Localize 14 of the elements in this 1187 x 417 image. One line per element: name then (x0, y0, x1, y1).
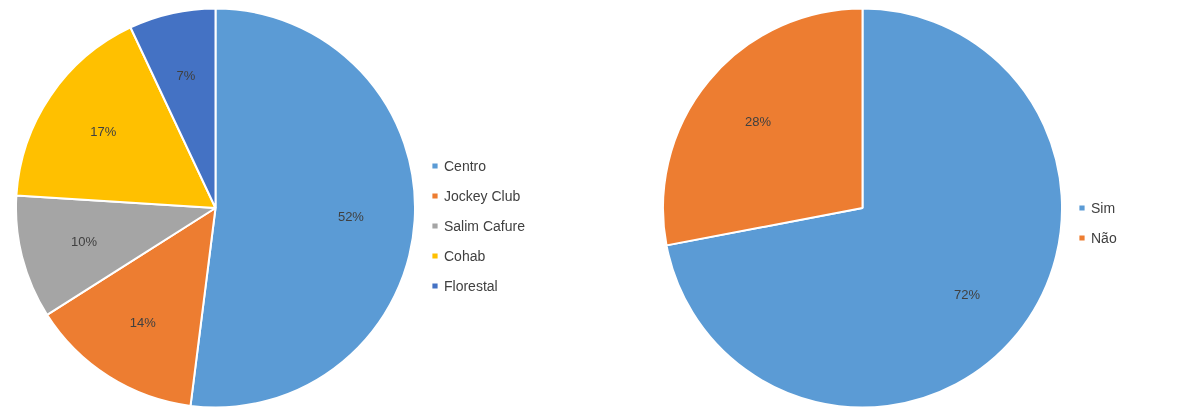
legend-label: Sim (1091, 199, 1116, 216)
legend-label: Não (1091, 229, 1117, 246)
data-label: 28% (744, 114, 772, 130)
data-label: 52% (337, 209, 365, 225)
legend-label: Salim Cafure (444, 217, 525, 234)
legend-label: Cohab (444, 247, 486, 264)
data-label: 17% (90, 124, 117, 140)
data-label: 14% (129, 315, 157, 331)
data-label: 10% (71, 234, 98, 250)
data-label: 7% (176, 68, 196, 84)
data-label: 72% (954, 286, 981, 302)
legend-label: Jockey Club (444, 187, 521, 204)
legend-label: Centro (444, 157, 487, 174)
legend-label: Florestal (444, 277, 498, 294)
